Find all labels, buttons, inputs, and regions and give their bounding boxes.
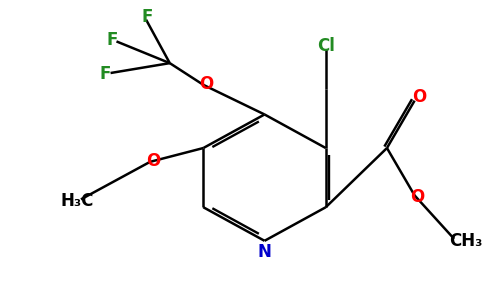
- Text: F: F: [100, 65, 111, 83]
- Text: Cl: Cl: [317, 38, 334, 56]
- Text: O: O: [412, 88, 427, 106]
- Text: N: N: [257, 243, 272, 261]
- Text: F: F: [107, 32, 118, 50]
- Text: H₃C: H₃C: [60, 192, 94, 210]
- Text: F: F: [141, 8, 153, 26]
- Text: O: O: [410, 188, 424, 206]
- Text: CH₃: CH₃: [449, 232, 483, 250]
- Text: O: O: [199, 75, 213, 93]
- Text: O: O: [146, 152, 160, 170]
